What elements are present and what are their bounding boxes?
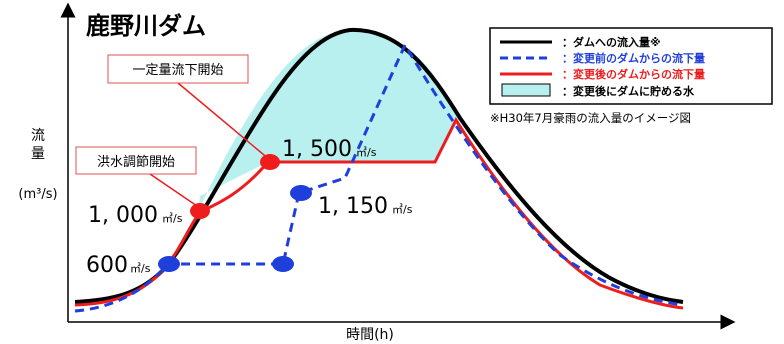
callout-line-flood [149,173,201,209]
value-1500-unit: ㎥/s [356,146,377,159]
value-600-number: 600 [86,253,128,278]
value-1000-unit: ㎥/s [162,212,183,225]
legend-note: ※H30年7月豪雨の流入量のイメージ図 [490,111,691,125]
before-curve [74,41,684,313]
legend-label-inflow: ：ダムへの流入量※ [562,35,661,49]
value-1500-number: 1, 500 [282,137,352,162]
legend-swatch-storage [501,83,551,97]
diagram-title: 鹿野川ダム [86,12,206,40]
legend-label-after: ：変更後のダムからの流下量 [562,67,705,81]
callout-box-flood [75,146,197,175]
legend-label-storage: ：変更後にダムに貯める水 [562,84,695,98]
y-axis-label-unit: (m³/s) [18,187,57,202]
marker-flood-start [190,203,210,219]
legend-label-before: ：変更前のダムからの流下量 [562,51,705,65]
value-1000-number: 1, 000 [88,203,158,228]
callout-label-const: 一定量流下開始 [132,63,223,78]
callout-line-const [177,82,271,161]
storage-area [198,30,460,212]
value-1150: 1, 150 ㎥/s [318,194,413,219]
callout-label-flood: 洪水調節開始 [97,155,175,170]
value-1500: 1, 500 ㎥/s [282,137,377,162]
value-600-unit: ㎥/s [130,262,151,275]
value-600: 600 ㎥/s [86,253,151,278]
x-axis-label: 時間(h) [346,327,394,343]
callout-box-const [107,54,249,84]
y-axis-label-1: 流 [31,128,45,144]
value-1150-number: 1, 150 [318,194,388,219]
marker-600-end [272,256,294,272]
marker-const-start [260,154,280,170]
legend: ：ダムへの流入量※ ：変更前のダムからの流下量 ：変更後のダムからの流下量 ：変… [489,27,773,105]
marker-600 [158,256,180,272]
y-axis-label-2: 量 [31,146,45,162]
marker-1150 [290,185,312,201]
value-1000: 1, 000 ㎥/s [88,203,183,228]
value-1150-unit: ㎥/s [392,203,413,216]
